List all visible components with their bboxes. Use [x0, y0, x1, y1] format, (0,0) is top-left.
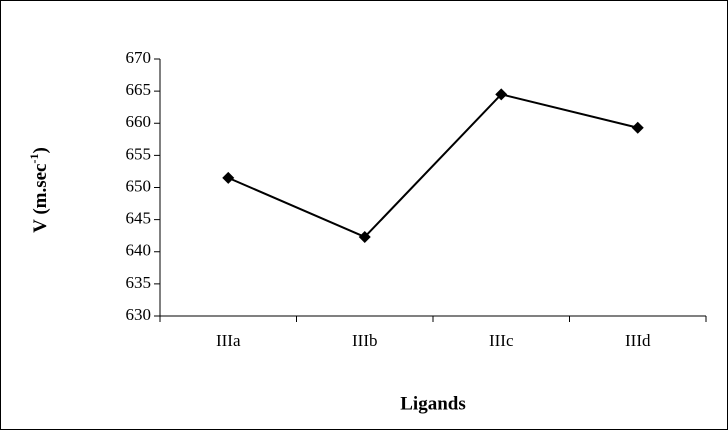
marker: [358, 230, 371, 243]
x-tick-label: IIIa: [216, 331, 241, 350]
y-axis-title: V (m.sec-1): [27, 147, 52, 233]
x-tick-label: IIIb: [352, 331, 377, 350]
marker: [222, 171, 235, 184]
y-tick-label: 640: [126, 241, 152, 260]
y-tick-label: 665: [126, 80, 152, 99]
y-tick-label: 660: [126, 112, 152, 131]
y-tick-label: 650: [126, 176, 152, 195]
marker: [495, 88, 508, 101]
y-axis-title-end: ): [30, 147, 51, 153]
y-tick-label: 655: [126, 144, 152, 163]
x-tick-label: IIId: [625, 331, 651, 350]
x-tick-label: IIIc: [489, 331, 514, 350]
y-axis-title-main: V (m.sec: [30, 164, 51, 233]
marker: [631, 121, 644, 134]
y-tick-label: 635: [126, 273, 152, 292]
y-tick-label: 670: [126, 48, 152, 67]
line: [227, 93, 638, 239]
y-axis-title-sup: -1: [27, 154, 41, 164]
y-tick-label: 645: [126, 209, 152, 228]
y-tick-label: 630: [126, 305, 152, 324]
x-axis-title: Ligands: [400, 393, 465, 414]
